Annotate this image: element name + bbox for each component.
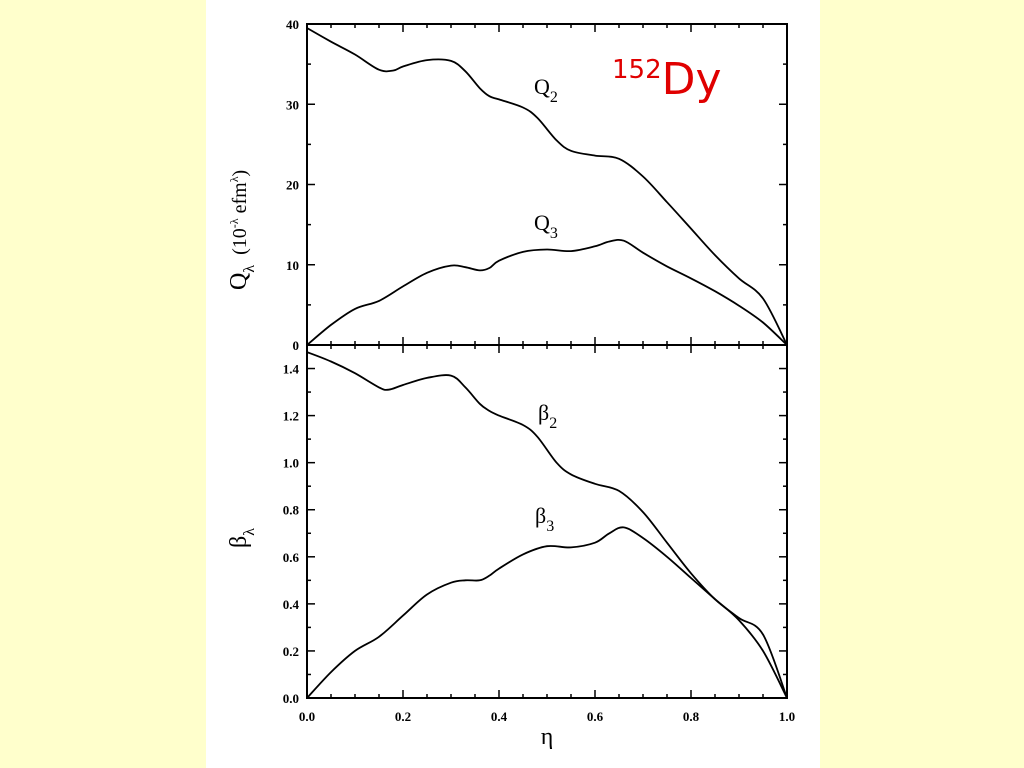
figure-panel xyxy=(206,0,820,768)
top-y-axis-units-post: ) xyxy=(229,170,251,177)
label-q2: Q2 xyxy=(534,74,558,106)
x-axis-title: η xyxy=(541,724,554,750)
top-y-axis-units-exp: -λ xyxy=(227,218,241,228)
label-q2-sub: 2 xyxy=(550,89,558,106)
bottom-y-axis-title-main: β xyxy=(226,536,252,548)
bottom-y-tick-label: 1.0 xyxy=(283,456,299,471)
top-y-axis-title: Qλ(10-λ efmλ) xyxy=(226,170,258,290)
top-y-axis-units-pre: (10 xyxy=(229,228,251,255)
bottom-y-axis-title: βλ xyxy=(226,528,258,548)
bottom-y-tick-label: 0.2 xyxy=(283,644,299,659)
x-tick-label: 0.2 xyxy=(395,709,411,724)
x-tick-label: 1.0 xyxy=(779,709,795,724)
label-beta3: β3 xyxy=(535,503,554,535)
bottom-y-tick-label: 0.4 xyxy=(283,597,300,612)
label-beta2-main: β xyxy=(538,400,549,425)
top-series-line-1 xyxy=(306,27,788,346)
top-y-axis-title-main: Q xyxy=(226,273,252,290)
top-y-tick-label: 20 xyxy=(286,178,299,193)
nucleus-symbol: Dy xyxy=(662,54,722,105)
x-tick-label: 0.6 xyxy=(587,709,604,724)
bottom-series-line-1 xyxy=(306,351,788,699)
bottom-y-tick-label: 1.4 xyxy=(283,362,300,377)
bottom-y-tick-label: 0.6 xyxy=(283,550,300,565)
label-beta3-main: β xyxy=(535,503,546,528)
bottom-y-tick-label: 0.0 xyxy=(283,691,299,706)
x-tick-label: 0.4 xyxy=(491,709,508,724)
bottom-series-line-2 xyxy=(306,526,788,699)
bottom-y-tick-label: 0.8 xyxy=(283,503,300,518)
label-beta2-sub: 2 xyxy=(549,415,557,432)
nucleus-mass: 152 xyxy=(612,55,662,85)
nucleus-label: 152Dy xyxy=(612,54,722,105)
label-q2-main: Q xyxy=(534,74,550,99)
top-y-tick-label: 40 xyxy=(286,17,299,32)
top-y-tick-label: 10 xyxy=(286,258,299,273)
label-q3-sub: 3 xyxy=(550,225,558,242)
top-y-axis-units-exp2: λ xyxy=(227,176,241,182)
top-y-tick-label: 0 xyxy=(293,338,300,353)
label-beta2: β2 xyxy=(538,400,557,432)
top-y-tick-label: 30 xyxy=(286,97,299,112)
top-y-axis-title-sub: λ xyxy=(241,265,258,273)
label-q3: Q3 xyxy=(534,210,558,242)
bottom-y-tick-label: 1.2 xyxy=(283,409,299,424)
label-q3-main: Q xyxy=(534,210,550,235)
label-beta3-sub: 3 xyxy=(546,518,554,535)
top-y-axis-units-mid: efm xyxy=(229,182,251,219)
bottom-y-axis-title-sub: λ xyxy=(241,528,258,536)
x-tick-label: 0.0 xyxy=(299,709,315,724)
x-tick-label: 0.8 xyxy=(683,709,700,724)
top-series-line-2 xyxy=(306,238,788,346)
